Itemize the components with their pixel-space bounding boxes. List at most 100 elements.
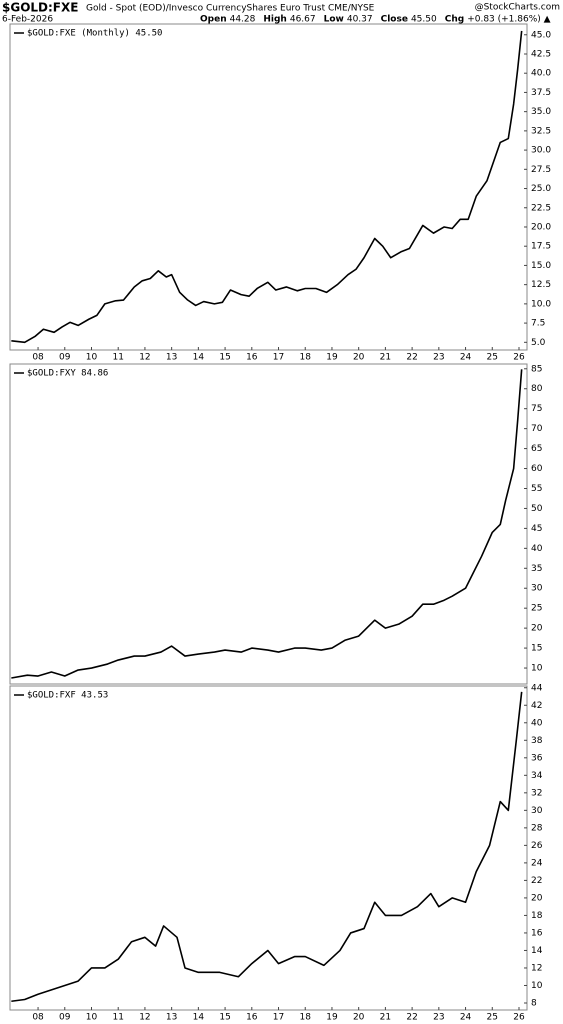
x-tick-label: 12 xyxy=(139,353,150,363)
quote-value: +0.83 (+1.86%) ▲ xyxy=(467,15,550,25)
y-tick-label: 26 xyxy=(531,841,543,851)
x-tick-label: 22 xyxy=(406,353,417,363)
y-tick-label: 50 xyxy=(531,504,543,514)
plot-frame xyxy=(9,363,528,685)
y-tick-label: 35 xyxy=(531,564,542,574)
quote-label: High xyxy=(263,15,286,25)
y-tick-label: 20 xyxy=(531,624,543,634)
y-tick-label: 25.0 xyxy=(531,184,551,194)
y-tick-label: 24 xyxy=(531,858,543,868)
x-tick-label: 22 xyxy=(406,1013,417,1023)
y-tick-label: 36 xyxy=(531,753,543,763)
x-tick-label: 16 xyxy=(246,1013,258,1023)
x-tick-label: 19 xyxy=(326,1013,338,1023)
y-tick-label: 45 xyxy=(531,524,542,534)
y-tick-label: 15 xyxy=(531,644,542,654)
y-tick-label: 20.0 xyxy=(531,222,551,232)
quote-label: Low xyxy=(324,15,344,25)
y-tick-label: 65 xyxy=(531,444,542,454)
y-tick-label: 10.0 xyxy=(531,299,551,309)
y-tick-label: 17.5 xyxy=(531,242,551,252)
y-tick-label: 70 xyxy=(531,424,543,434)
x-tick-label: 09 xyxy=(59,1013,71,1023)
price-line xyxy=(11,691,523,1003)
plot-frame xyxy=(9,23,528,351)
y-tick-label: 38 xyxy=(531,736,543,746)
y-tick-label: 18 xyxy=(531,911,543,921)
y-tick-label: 25 xyxy=(531,604,542,614)
x-tick-label: 24 xyxy=(460,1013,472,1023)
x-tick-label: 26 xyxy=(513,1013,525,1023)
y-tick-label: 30.0 xyxy=(531,146,551,156)
x-tick-label: 11 xyxy=(112,353,123,363)
y-tick-label: 27.5 xyxy=(531,165,551,175)
legend-label: $GOLD:FXY 84.86 xyxy=(27,369,108,379)
legend-label: $GOLD:FXE (Monthly) 45.50 xyxy=(27,29,162,39)
y-tick-label: 60 xyxy=(531,464,543,474)
y-tick-label: 35.0 xyxy=(531,107,551,117)
x-tick-label: 08 xyxy=(32,1013,44,1023)
plot-frame xyxy=(9,685,528,1011)
y-tick-label: 28 xyxy=(531,823,543,833)
y-tick-label: 15.0 xyxy=(531,261,551,271)
x-tick-label: 14 xyxy=(193,1013,205,1023)
y-tick-label: 30 xyxy=(531,806,543,816)
x-tick-label: 13 xyxy=(166,353,177,363)
y-tick-label: 12 xyxy=(531,963,542,973)
x-tick-label: 21 xyxy=(380,353,391,363)
y-tick-label: 40 xyxy=(531,544,543,554)
y-tick-label: 34 xyxy=(531,771,543,781)
y-tick-label: 44 xyxy=(531,683,543,693)
legend-label: $GOLD:FXF 43.53 xyxy=(27,691,108,701)
description: Gold - Spot (EOD)/Invesco CurrencyShares… xyxy=(86,4,375,14)
y-tick-label: 22.5 xyxy=(531,203,551,213)
price-line xyxy=(11,30,523,344)
y-tick-label: 22 xyxy=(531,876,542,886)
x-tick-label: 23 xyxy=(433,1013,444,1023)
x-tick-label: 08 xyxy=(32,353,44,363)
x-tick-label: 12 xyxy=(139,1013,150,1023)
y-tick-label: 80 xyxy=(531,384,543,394)
quote-value: 46.67 xyxy=(290,15,316,25)
x-tick-label: 25 xyxy=(487,1013,498,1023)
x-tick-label: 26 xyxy=(513,353,525,363)
x-tick-label: 10 xyxy=(86,353,98,363)
x-tick-label: 20 xyxy=(353,1013,365,1023)
x-tick-label: 15 xyxy=(219,1013,230,1023)
price-line xyxy=(11,369,523,679)
quote-value: 45.50 xyxy=(411,15,437,25)
x-tick-label: 24 xyxy=(460,353,472,363)
quote: Open 44.28 High 46.67 Low 40.37 Close 45.50 Chg +… xyxy=(200,15,551,25)
y-tick-label: 14 xyxy=(531,946,543,956)
x-tick-label: 23 xyxy=(433,353,444,363)
quote-label: Close xyxy=(381,15,408,25)
quote-label: Open xyxy=(200,15,227,25)
y-tick-label: 32 xyxy=(531,788,542,798)
symbol: $GOLD:FXE xyxy=(2,1,78,15)
x-tick-label: 25 xyxy=(487,353,498,363)
y-tick-label: 10 xyxy=(531,664,543,674)
x-tick-label: 17 xyxy=(273,1013,284,1023)
x-tick-label: 13 xyxy=(166,1013,177,1023)
y-tick-label: 42 xyxy=(531,701,542,711)
quote-label: Chg xyxy=(445,15,464,25)
x-tick-label: 20 xyxy=(353,353,365,363)
y-tick-label: 75 xyxy=(531,404,542,414)
y-tick-label: 30 xyxy=(531,584,543,594)
y-tick-label: 7.5 xyxy=(531,319,545,329)
date: 6-Feb-2026 xyxy=(2,15,53,25)
y-tick-label: 37.5 xyxy=(531,88,551,98)
x-tick-label: 21 xyxy=(380,1013,391,1023)
y-tick-label: 42.5 xyxy=(531,49,551,59)
x-tick-label: 11 xyxy=(112,1013,123,1023)
y-tick-label: 12.5 xyxy=(531,280,551,290)
source: @StockCharts.com xyxy=(475,3,560,13)
y-tick-label: 8 xyxy=(531,998,537,1008)
x-tick-label: 15 xyxy=(219,353,230,363)
y-tick-label: 16 xyxy=(531,928,543,938)
quote-value: 40.37 xyxy=(347,15,373,25)
y-tick-label: 40 xyxy=(531,718,543,728)
y-tick-label: 85 xyxy=(531,364,542,374)
x-tick-label: 18 xyxy=(300,353,312,363)
y-tick-label: 32.5 xyxy=(531,126,551,136)
